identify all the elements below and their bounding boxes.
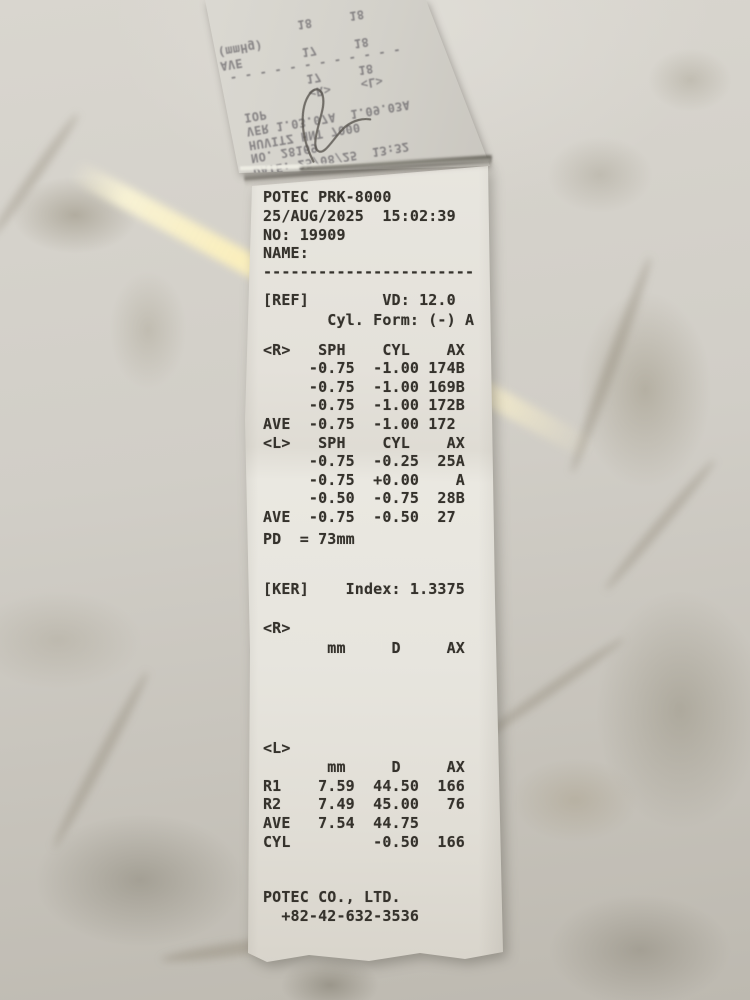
table-header: mm D AX — [263, 757, 465, 776]
phone-number: +82-42-632-3536 — [263, 906, 420, 925]
device-model: POTEC PRK-8000 — [263, 188, 392, 206]
cyl-form: Cyl. Form: (-) A — [263, 310, 475, 329]
table-header: <R> SPH CYL AX — [263, 341, 465, 359]
table-row: -0.75 -1.00 169B — [263, 377, 465, 396]
table-header: mm D AX — [263, 639, 465, 657]
ker-section-header: [KER] Index: 1.3375 — [263, 580, 465, 599]
ref-left-eye-table: <L> SPH CYL AX -0.75 -0.25 25A -0.75 +0.… — [263, 434, 465, 526]
pd-value: PD = 73mm — [263, 530, 355, 549]
ker-right-eye-table: <R> mm D AX — [263, 618, 465, 658]
signature-scribble — [301, 88, 372, 163]
table-row: -0.75 -1.00 174B — [263, 359, 465, 378]
table-row-r1: R1 7.59 44.50 166 — [263, 776, 465, 795]
table-header: <L> SPH CYL AX — [263, 434, 465, 452]
ker-left-eye-table: <L> mm D AX R1 7.59 44.50 166 R2 7.49 45… — [263, 739, 465, 852]
table-row-cyl: CYL -0.50 166 — [263, 832, 465, 851]
pd-line: PD = 73mm — [263, 530, 355, 548]
ref-section-header: [REF] VD: 12.0 Cyl. Form: (-) A — [263, 291, 474, 330]
eye-label-right: <R> — [263, 619, 291, 637]
divider-dashes: ----------------------- — [263, 263, 475, 282]
receipt-number: NO: 19909 — [263, 225, 346, 244]
table-row-r2: R2 7.49 45.00 76 — [263, 795, 465, 814]
ref-right-eye-table: <R> SPH CYL AX -0.75 -1.00 174B -0.75 -1… — [263, 341, 465, 433]
ref-title-vd: [REF] VD: 12.0 — [263, 291, 456, 309]
eye-label-left: <L> — [263, 739, 291, 757]
ker-title-index: [KER] Index: 1.3375 — [263, 580, 465, 598]
company-name: POTEC CO., LTD. — [263, 888, 401, 906]
name-label: NAME: — [263, 244, 309, 263]
receipt-paper — [245, 166, 503, 962]
table-row: -0.75 -0.25 25A — [263, 452, 465, 471]
datetime: 25/AUG/2025 15:02:39 — [263, 206, 456, 225]
table-row: -0.50 -0.75 28B — [263, 489, 465, 508]
table-row-ave: AVE -0.75 -1.00 172 — [263, 414, 456, 433]
table-row-ave: AVE -0.75 -0.50 27 — [263, 507, 456, 526]
receipt-header: POTEC PRK-8000 25/AUG/2025 15:02:39 NO: … — [263, 188, 474, 282]
receipt-footer: POTEC CO., LTD. +82-42-632-3536 — [263, 888, 419, 925]
table-row-ave: AVE 7.54 44.75 — [263, 814, 420, 833]
table-row: -0.75 -1.00 172B — [263, 396, 465, 415]
table-row: -0.75 +0.00 A — [263, 470, 465, 489]
